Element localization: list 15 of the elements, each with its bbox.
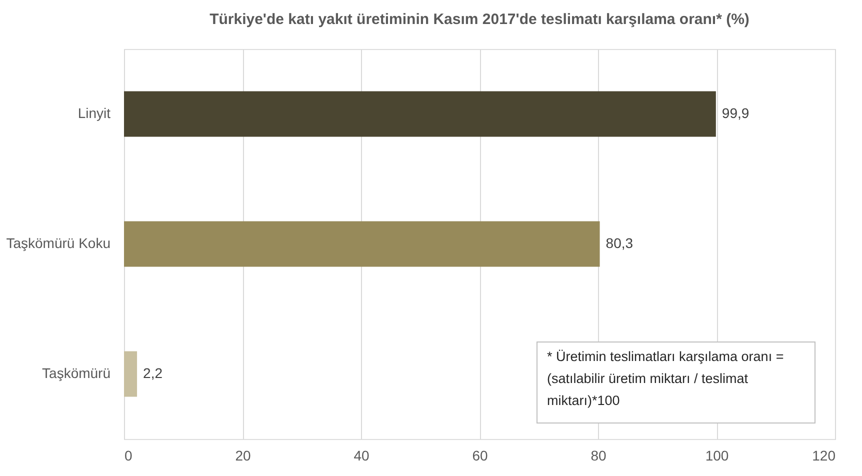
y-tick-label: Taşkömürü Koku: [6, 235, 110, 251]
data-label: 99,9: [722, 105, 750, 121]
y-tick-label: Linyit: [78, 105, 111, 121]
x-tick-label: 60: [472, 448, 488, 464]
x-tick-label: 80: [590, 448, 606, 464]
x-tick-label: 120: [812, 448, 836, 464]
x-tick-label: 40: [354, 448, 370, 464]
chart-title: Türkiye'de katı yakıt üretiminin Kasım 2017'de teslimatı karşılama oranı* (%): [210, 11, 750, 28]
x-tick-label: 100: [705, 448, 729, 464]
data-label: 80,3: [606, 235, 634, 251]
x-tick-label: 0: [124, 448, 132, 464]
data-label: 2,2: [143, 365, 163, 381]
x-tick-label: 20: [235, 448, 251, 464]
annotation: * Üretimin teslimatları karşılama oranı = (satılabilir üretim miktarı / teslimat miktarı)*100: [547, 349, 784, 408]
y-tick-label: Taşkömürü: [42, 365, 110, 381]
